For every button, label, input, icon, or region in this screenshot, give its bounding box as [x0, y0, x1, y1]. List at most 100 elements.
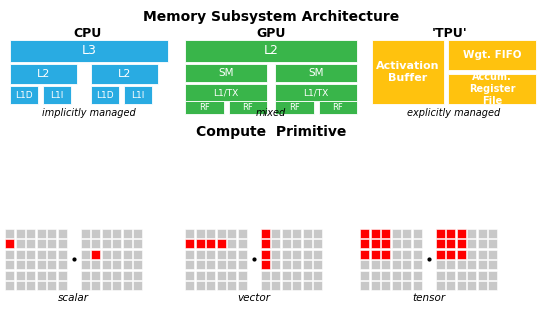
- FancyBboxPatch shape: [101, 239, 111, 248]
- FancyBboxPatch shape: [488, 281, 497, 290]
- Text: SM: SM: [218, 68, 234, 78]
- FancyBboxPatch shape: [275, 101, 313, 114]
- FancyBboxPatch shape: [81, 281, 89, 290]
- FancyBboxPatch shape: [302, 271, 312, 280]
- Text: L1/TX: L1/TX: [304, 88, 328, 97]
- FancyBboxPatch shape: [196, 260, 204, 269]
- FancyBboxPatch shape: [196, 271, 204, 280]
- FancyBboxPatch shape: [81, 250, 89, 259]
- FancyBboxPatch shape: [47, 281, 56, 290]
- FancyBboxPatch shape: [456, 250, 466, 259]
- FancyBboxPatch shape: [57, 260, 67, 269]
- FancyBboxPatch shape: [261, 281, 269, 290]
- FancyBboxPatch shape: [47, 239, 56, 248]
- FancyBboxPatch shape: [391, 260, 401, 269]
- FancyBboxPatch shape: [478, 228, 487, 237]
- FancyBboxPatch shape: [216, 250, 225, 259]
- FancyBboxPatch shape: [81, 239, 89, 248]
- FancyBboxPatch shape: [372, 40, 444, 104]
- FancyBboxPatch shape: [206, 239, 215, 248]
- Text: L3: L3: [81, 45, 96, 57]
- FancyBboxPatch shape: [371, 260, 379, 269]
- FancyBboxPatch shape: [206, 250, 215, 259]
- FancyBboxPatch shape: [185, 250, 194, 259]
- FancyBboxPatch shape: [381, 281, 390, 290]
- FancyBboxPatch shape: [237, 271, 247, 280]
- Text: explicitly managed: explicitly managed: [408, 108, 501, 118]
- FancyBboxPatch shape: [313, 281, 322, 290]
- FancyBboxPatch shape: [196, 228, 204, 237]
- FancyBboxPatch shape: [237, 239, 247, 248]
- Text: SM: SM: [308, 68, 324, 78]
- FancyBboxPatch shape: [47, 260, 56, 269]
- FancyBboxPatch shape: [478, 260, 487, 269]
- FancyBboxPatch shape: [10, 40, 168, 62]
- FancyBboxPatch shape: [185, 281, 194, 290]
- FancyBboxPatch shape: [133, 260, 142, 269]
- FancyBboxPatch shape: [26, 281, 35, 290]
- FancyBboxPatch shape: [381, 260, 390, 269]
- Text: L1I: L1I: [131, 91, 145, 100]
- FancyBboxPatch shape: [57, 250, 67, 259]
- FancyBboxPatch shape: [122, 239, 132, 248]
- Text: L1I: L1I: [50, 91, 64, 100]
- FancyBboxPatch shape: [371, 271, 379, 280]
- FancyBboxPatch shape: [371, 239, 379, 248]
- FancyBboxPatch shape: [467, 228, 476, 237]
- FancyBboxPatch shape: [313, 239, 322, 248]
- FancyBboxPatch shape: [381, 250, 390, 259]
- FancyBboxPatch shape: [313, 250, 322, 259]
- FancyBboxPatch shape: [16, 250, 24, 259]
- FancyBboxPatch shape: [446, 271, 455, 280]
- FancyBboxPatch shape: [446, 239, 455, 248]
- FancyBboxPatch shape: [81, 260, 89, 269]
- Text: RF: RF: [199, 103, 210, 112]
- FancyBboxPatch shape: [302, 281, 312, 290]
- FancyBboxPatch shape: [26, 239, 35, 248]
- Text: Activation
Buffer: Activation Buffer: [376, 61, 440, 83]
- FancyBboxPatch shape: [101, 228, 111, 237]
- Text: L1D: L1D: [96, 91, 114, 100]
- FancyBboxPatch shape: [91, 228, 100, 237]
- FancyBboxPatch shape: [229, 101, 267, 114]
- FancyBboxPatch shape: [5, 281, 14, 290]
- FancyBboxPatch shape: [281, 260, 291, 269]
- FancyBboxPatch shape: [360, 250, 369, 259]
- FancyBboxPatch shape: [47, 228, 56, 237]
- FancyBboxPatch shape: [57, 239, 67, 248]
- FancyBboxPatch shape: [292, 228, 301, 237]
- FancyBboxPatch shape: [216, 239, 225, 248]
- FancyBboxPatch shape: [237, 250, 247, 259]
- FancyBboxPatch shape: [112, 260, 121, 269]
- FancyBboxPatch shape: [91, 250, 100, 259]
- FancyBboxPatch shape: [436, 281, 444, 290]
- FancyBboxPatch shape: [371, 228, 379, 237]
- FancyBboxPatch shape: [36, 271, 46, 280]
- FancyBboxPatch shape: [91, 281, 100, 290]
- FancyBboxPatch shape: [36, 250, 46, 259]
- Text: L1/TX: L1/TX: [214, 88, 238, 97]
- FancyBboxPatch shape: [36, 260, 46, 269]
- FancyBboxPatch shape: [436, 239, 444, 248]
- FancyBboxPatch shape: [10, 86, 38, 104]
- FancyBboxPatch shape: [271, 271, 280, 280]
- FancyBboxPatch shape: [302, 260, 312, 269]
- FancyBboxPatch shape: [412, 260, 422, 269]
- FancyBboxPatch shape: [456, 239, 466, 248]
- FancyBboxPatch shape: [456, 281, 466, 290]
- FancyBboxPatch shape: [47, 271, 56, 280]
- FancyBboxPatch shape: [281, 250, 291, 259]
- Text: mixed: mixed: [256, 108, 286, 118]
- FancyBboxPatch shape: [275, 64, 357, 82]
- FancyBboxPatch shape: [112, 239, 121, 248]
- FancyBboxPatch shape: [227, 260, 236, 269]
- FancyBboxPatch shape: [36, 228, 46, 237]
- FancyBboxPatch shape: [488, 250, 497, 259]
- FancyBboxPatch shape: [57, 281, 67, 290]
- FancyBboxPatch shape: [488, 239, 497, 248]
- FancyBboxPatch shape: [206, 281, 215, 290]
- FancyBboxPatch shape: [216, 271, 225, 280]
- FancyBboxPatch shape: [261, 228, 269, 237]
- FancyBboxPatch shape: [122, 260, 132, 269]
- FancyBboxPatch shape: [467, 239, 476, 248]
